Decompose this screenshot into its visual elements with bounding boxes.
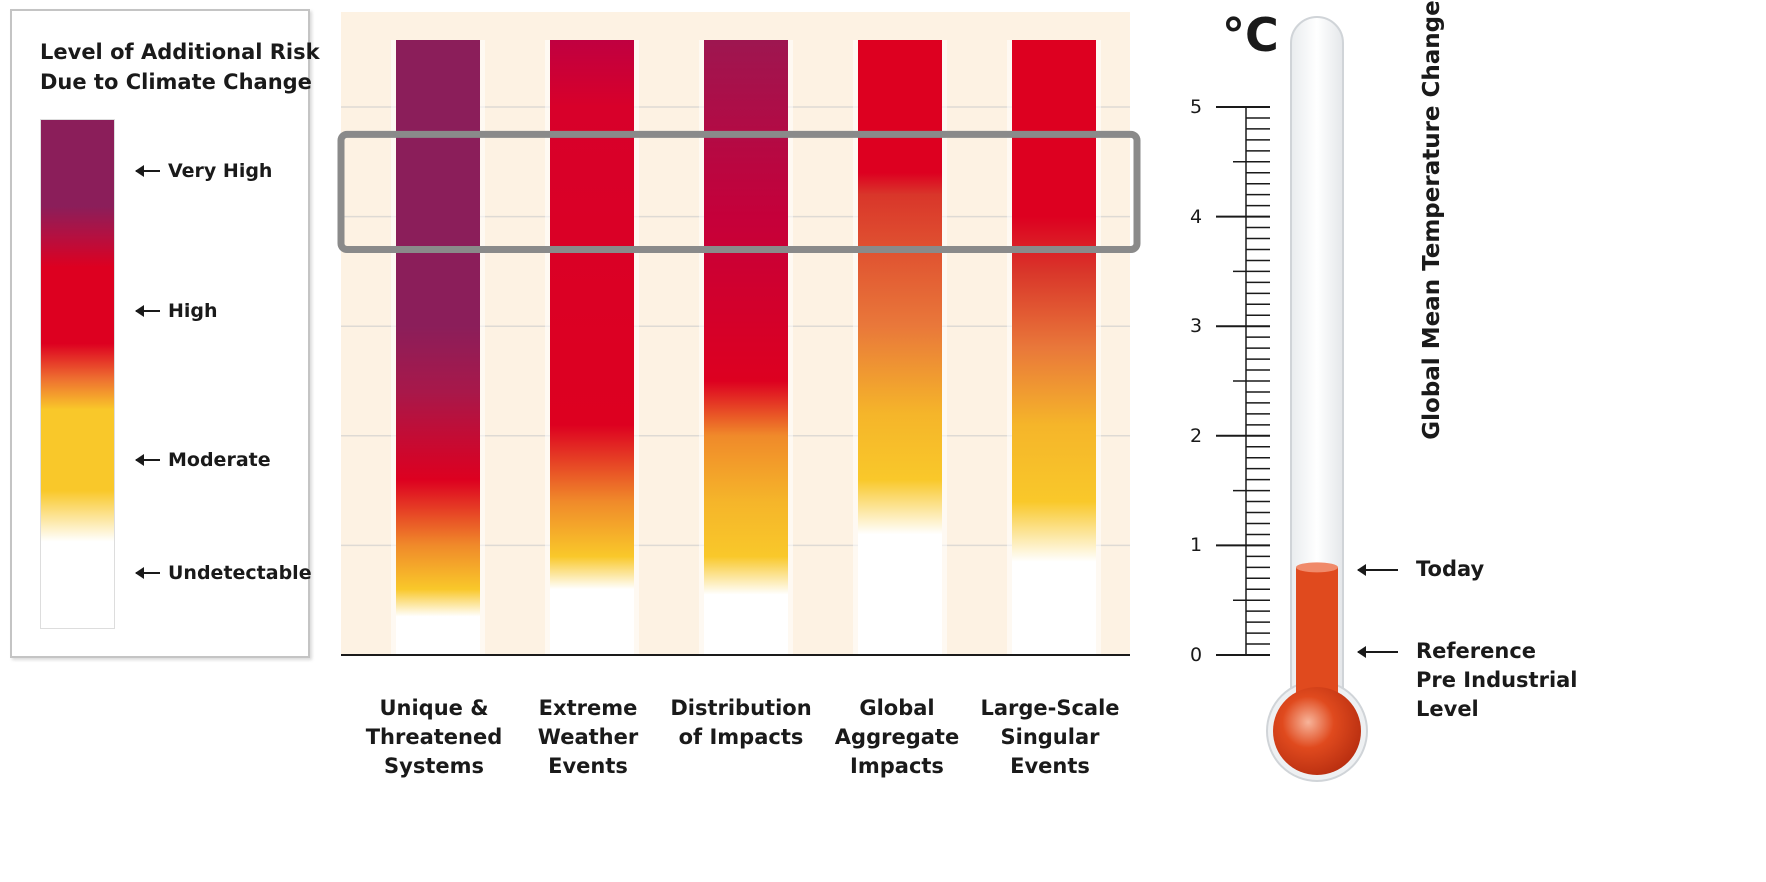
legend-title-line-2: Due to Climate Change xyxy=(40,70,312,94)
thermometer-bulb xyxy=(1273,687,1361,775)
legend-panel: Level of Additional Risk Due to Climate … xyxy=(10,9,320,658)
legend-title-line-1: Level of Additional Risk xyxy=(40,40,320,64)
y-tick-label-2: 2 xyxy=(1190,425,1203,447)
category-label-extreme-weather-events: Extreme Weather Events xyxy=(537,696,639,778)
y-tick-label-1: 1 xyxy=(1190,534,1203,556)
y-tick-label-4: 4 xyxy=(1190,206,1203,228)
legend-label-high: High xyxy=(135,300,218,322)
legend-label-very-high: Very High xyxy=(135,160,272,182)
y-tick-label-3: 3 xyxy=(1190,315,1203,337)
category-label-large-scale-singular-events: Large-Scale Singular Events xyxy=(980,696,1120,778)
reference-marker: Reference Pre Industrial Level xyxy=(1357,637,1578,724)
risk-bar-1 xyxy=(396,40,480,655)
risk-bar-3 xyxy=(704,40,788,655)
left-arrow-icon xyxy=(1357,564,1398,576)
category-label-distribution-of-impacts: Distribution of Impacts xyxy=(670,696,812,749)
risk-bar-4 xyxy=(858,40,942,655)
y-tick-label-5: 5 xyxy=(1190,96,1203,118)
left-arrow-icon xyxy=(135,567,160,579)
left-arrow-icon xyxy=(135,305,160,317)
highlight-band xyxy=(337,130,1141,253)
mercury-top xyxy=(1296,562,1338,573)
today-marker: Today xyxy=(1357,555,1484,584)
category-label-global-aggregate-impacts: Global Aggregate Impacts xyxy=(834,696,960,778)
legend-label-moderate: Moderate xyxy=(135,449,271,471)
risk-bar-2 xyxy=(550,40,634,655)
legend-label-undetectable: Undetectable xyxy=(135,562,312,584)
bars xyxy=(391,40,1101,655)
legend-title: Level of Additional Risk Due to Climate … xyxy=(40,37,320,97)
risk-bar-5 xyxy=(1012,40,1096,655)
temperature-ticks xyxy=(1216,106,1270,656)
left-arrow-icon xyxy=(135,165,160,177)
category-label-unique-threatened-systems: Unique & Threatened Systems xyxy=(365,696,503,778)
left-arrow-icon xyxy=(1357,646,1398,658)
temperature-unit: °C xyxy=(1222,8,1279,62)
left-arrow-icon xyxy=(135,454,160,466)
thermometer xyxy=(1266,16,1368,782)
legend-color-scale xyxy=(40,119,115,629)
y-tick-label-0: 0 xyxy=(1190,644,1203,666)
